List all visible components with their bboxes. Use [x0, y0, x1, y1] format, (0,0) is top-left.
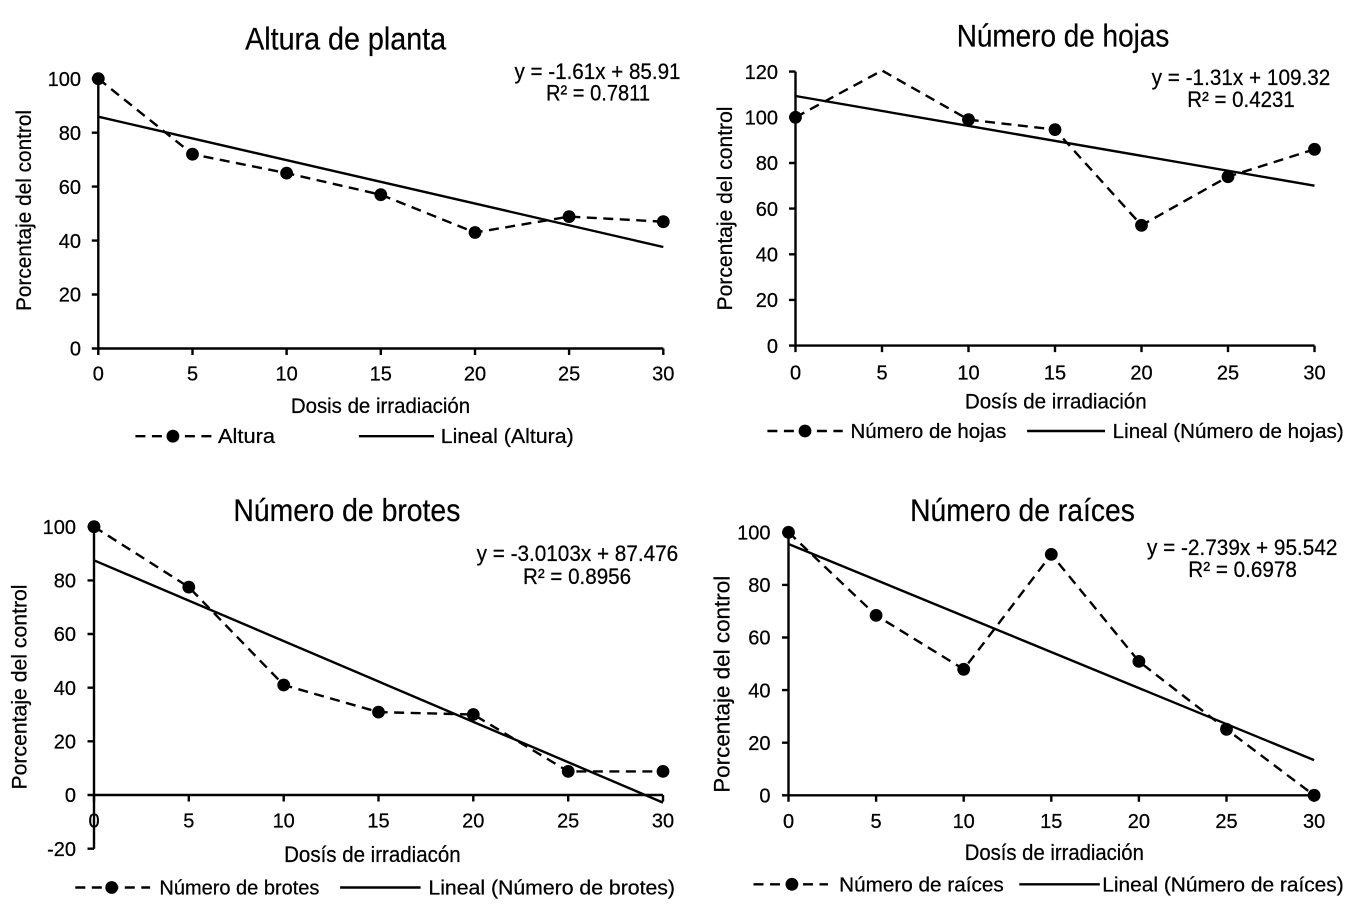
svg-text:0: 0: [70, 339, 81, 361]
svg-text:0: 0: [783, 811, 794, 833]
svg-text:Porcentaje del control: Porcentaje del control: [714, 107, 737, 311]
svg-text:15: 15: [1044, 363, 1066, 385]
svg-text:Lineal (Número de raíces): Lineal (Número de raíces): [1102, 874, 1343, 896]
svg-text:Número de brotes: Número de brotes: [159, 878, 319, 900]
svg-text:80: 80: [54, 571, 76, 593]
svg-text:20: 20: [464, 364, 486, 386]
svg-text:60: 60: [756, 199, 778, 221]
svg-text:y = -1.31x + 109.32: y = -1.31x + 109.32: [1152, 65, 1331, 90]
svg-text:Altura: Altura: [218, 426, 276, 448]
svg-text:Lineal (Número de hojas): Lineal (Número de hojas): [1113, 421, 1344, 443]
svg-text:60: 60: [54, 624, 76, 646]
svg-text:y = -2.739x + 95.542: y = -2.739x + 95.542: [1147, 535, 1338, 560]
svg-text:25: 25: [558, 364, 580, 386]
svg-text:Porcentaje del control: Porcentaje del control: [8, 585, 31, 790]
svg-text:Número de brotes: Número de brotes: [233, 492, 460, 528]
svg-text:y = -1.61x + 85.91: y = -1.61x + 85.91: [515, 59, 681, 84]
svg-text:Dosís de irradiacón: Dosís de irradiacón: [284, 842, 461, 867]
svg-text:Dosís de irradiación: Dosís de irradiación: [965, 390, 1147, 413]
svg-text:0: 0: [88, 811, 99, 833]
svg-text:Número de hojas: Número de hojas: [851, 421, 1007, 443]
svg-text:60: 60: [748, 628, 770, 650]
svg-text:0: 0: [767, 336, 778, 358]
svg-text:R² = 0.7811: R² = 0.7811: [546, 81, 650, 106]
svg-text:0: 0: [65, 785, 76, 807]
svg-text:y = -3.0103x + 87.476: y = -3.0103x + 87.476: [477, 541, 679, 566]
svg-text:30: 30: [1303, 811, 1325, 833]
svg-text:25: 25: [1215, 811, 1237, 833]
svg-text:25: 25: [557, 811, 579, 833]
svg-text:Número de raíces: Número de raíces: [839, 874, 1004, 896]
svg-text:Número de hojas: Número de hojas: [957, 18, 1170, 54]
svg-text:30: 30: [652, 811, 674, 833]
svg-text:0: 0: [790, 363, 801, 385]
svg-text:80: 80: [748, 575, 770, 597]
svg-text:25: 25: [1217, 363, 1239, 385]
svg-text:30: 30: [1303, 363, 1325, 385]
svg-text:20: 20: [1130, 363, 1152, 385]
svg-text:80: 80: [59, 123, 81, 145]
svg-text:Número de raíces: Número de raíces: [910, 492, 1135, 528]
svg-text:100: 100: [737, 523, 770, 545]
svg-text:30: 30: [652, 364, 674, 386]
svg-text:100: 100: [43, 517, 76, 539]
svg-text:15: 15: [1040, 811, 1062, 833]
svg-text:-20: -20: [47, 839, 76, 861]
svg-text:5: 5: [876, 363, 887, 385]
svg-text:10: 10: [957, 363, 979, 385]
svg-text:R² = 0.6978: R² = 0.6978: [1188, 557, 1297, 582]
svg-text:20: 20: [1128, 811, 1150, 833]
svg-text:40: 40: [59, 231, 81, 253]
svg-text:15: 15: [367, 811, 389, 833]
svg-text:5: 5: [871, 811, 882, 833]
svg-text:120: 120: [745, 62, 778, 84]
svg-text:R² = 0.4231: R² = 0.4231: [1187, 87, 1295, 112]
svg-text:0: 0: [759, 786, 770, 808]
svg-text:Altura de planta: Altura de planta: [245, 21, 446, 57]
svg-text:100: 100: [745, 108, 778, 130]
svg-text:40: 40: [756, 245, 778, 267]
svg-text:20: 20: [54, 732, 76, 754]
svg-text:0: 0: [93, 364, 104, 386]
svg-text:80: 80: [756, 153, 778, 175]
svg-text:20: 20: [59, 285, 81, 307]
svg-text:40: 40: [748, 680, 770, 702]
svg-text:5: 5: [183, 811, 194, 833]
svg-text:60: 60: [59, 177, 81, 199]
svg-text:5: 5: [187, 364, 198, 386]
svg-text:10: 10: [275, 364, 297, 386]
svg-text:10: 10: [953, 811, 975, 833]
svg-text:15: 15: [370, 364, 392, 386]
svg-text:Porcentaje del control: Porcentaje del control: [709, 576, 734, 793]
svg-text:Lineal (Número de brotes): Lineal (Número de brotes): [428, 878, 675, 900]
svg-text:R² = 0.8956: R² = 0.8956: [523, 564, 631, 589]
svg-text:Dosis de irradiación: Dosis de irradiación: [291, 395, 470, 418]
svg-text:40: 40: [54, 678, 76, 700]
svg-text:Porcentaje del control: Porcentaje del control: [13, 110, 36, 311]
svg-text:10: 10: [273, 811, 295, 833]
svg-text:20: 20: [748, 733, 770, 755]
svg-text:Lineal (Altura): Lineal (Altura): [441, 426, 574, 448]
svg-text:100: 100: [48, 69, 81, 91]
svg-text:20: 20: [462, 811, 484, 833]
svg-text:Dosís de irradiación: Dosís de irradiación: [965, 840, 1144, 865]
svg-text:20: 20: [756, 290, 778, 312]
